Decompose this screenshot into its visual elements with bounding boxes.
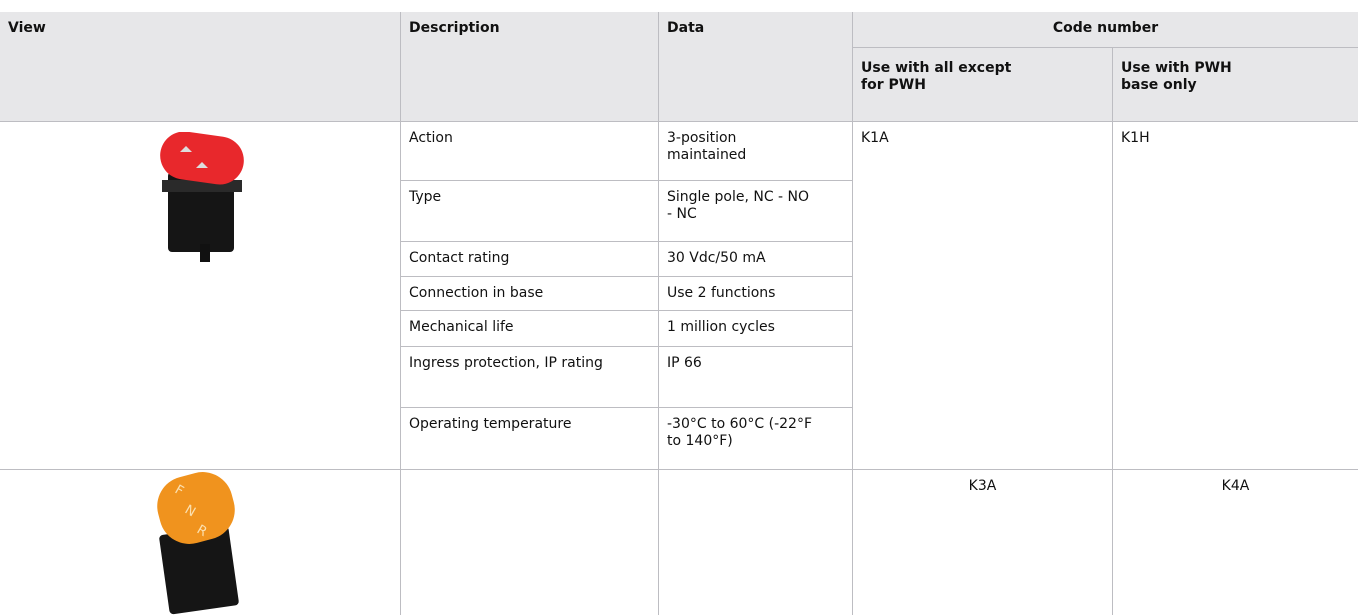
red-switch-image xyxy=(160,132,244,262)
cell-text: Contact rating xyxy=(409,250,510,266)
view-cell: F N R xyxy=(0,470,400,615)
cell-text: -30°C to 60°C (-22°F to 140°F) xyxy=(667,416,813,449)
orange-switch-image: F N R xyxy=(157,472,239,615)
data-cell: Use 2 functions xyxy=(658,277,852,311)
cell-text: 1 million cycles xyxy=(667,319,775,335)
code-cell: K1A xyxy=(852,122,1112,470)
data-cell xyxy=(658,470,852,615)
header-text: Use with all except for PWH xyxy=(861,60,1012,93)
cell-text: Connection in base xyxy=(409,285,544,301)
cell-text: Ingress protection, IP rating xyxy=(409,355,603,371)
cell-text: Action xyxy=(409,130,453,146)
header-text: Code number xyxy=(1052,20,1159,36)
code-text: K1A xyxy=(861,130,889,146)
description-cell: Contact rating xyxy=(400,242,658,277)
data-cell: 30 Vdc/50 mA xyxy=(658,242,852,277)
cell-text: Mechanical life xyxy=(409,319,514,335)
data-cell: -30°C to 60°C (-22°F to 140°F) xyxy=(658,408,852,470)
description-cell: Connection in base xyxy=(400,277,658,311)
header-code: Code number xyxy=(852,12,1358,48)
header-code-pwh: Use with PWH base only xyxy=(1112,48,1358,122)
data-cell: Single pole, NC - NO - NC xyxy=(658,181,852,242)
header-text: Use with PWH base only xyxy=(1121,60,1232,93)
cell-text: Operating temperature xyxy=(409,416,572,432)
code-text: K4A xyxy=(1221,478,1250,494)
data-cell: 3-position maintained xyxy=(658,122,852,181)
cell-text: 30 Vdc/50 mA xyxy=(667,250,766,266)
cell-text: IP 66 xyxy=(667,355,702,371)
description-cell: Operating temperature xyxy=(400,408,658,470)
code-cell: K1H xyxy=(1112,122,1358,470)
description-cell: Ingress protection, IP rating xyxy=(400,347,658,408)
header-text: Data xyxy=(667,20,705,36)
cell-text: Type xyxy=(409,189,442,205)
header-text: Description xyxy=(409,20,500,36)
header-text: View xyxy=(8,20,46,36)
header-data: Data xyxy=(658,12,852,122)
header-code-all: Use with all except for PWH xyxy=(852,48,1112,122)
header-view: View xyxy=(0,12,400,122)
description-cell xyxy=(400,470,658,615)
code-cell: K4A xyxy=(1112,470,1358,615)
header-description: Description xyxy=(400,12,658,122)
data-cell: IP 66 xyxy=(658,347,852,408)
description-cell: Action xyxy=(400,122,658,181)
cell-text: Single pole, NC - NO - NC xyxy=(667,189,810,222)
description-cell: Type xyxy=(400,181,658,242)
view-cell xyxy=(0,122,400,470)
cell-text: Use 2 functions xyxy=(667,285,776,301)
description-cell: Mechanical life xyxy=(400,311,658,347)
code-cell: K3A xyxy=(852,470,1112,615)
data-cell: 1 million cycles xyxy=(658,311,852,347)
code-text: K1H xyxy=(1121,130,1150,146)
code-text: K3A xyxy=(968,478,997,494)
cell-text: 3-position maintained xyxy=(667,130,747,163)
